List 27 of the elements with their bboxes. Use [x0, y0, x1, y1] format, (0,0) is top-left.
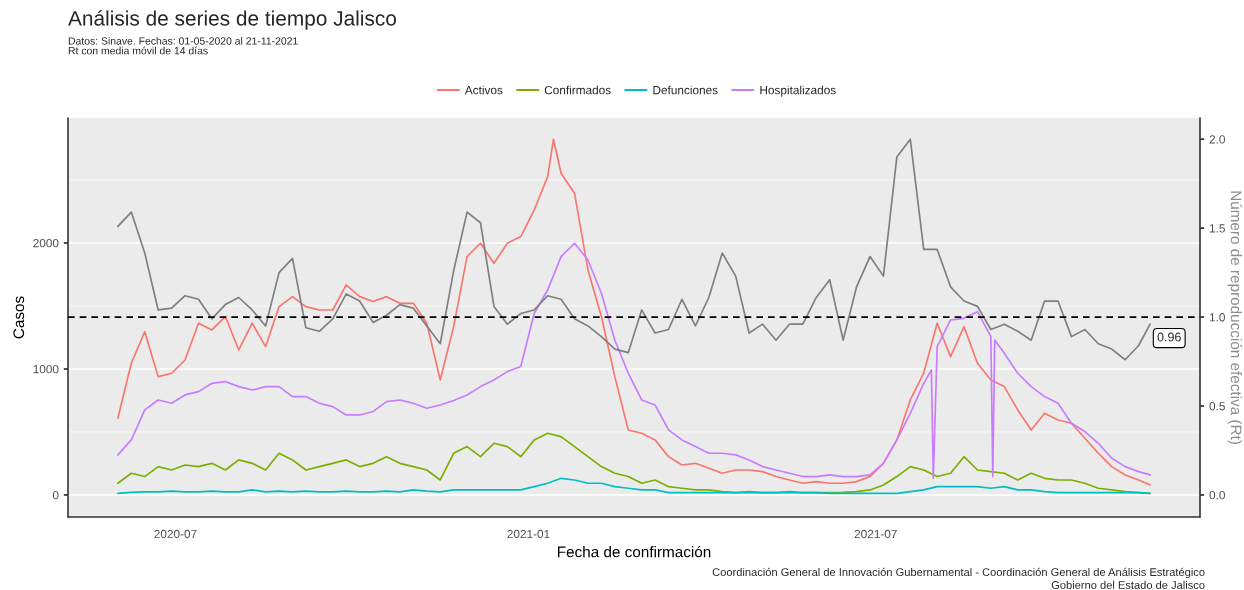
line-series — [117, 138, 1151, 486]
legend-label: Hospitalizados — [760, 85, 836, 97]
line-series — [117, 477, 1151, 495]
y2-tick-label: 2.0 — [1209, 135, 1225, 144]
text: Coordinación General de Innovación Gubernamental - Coordinación General de Análisis Estratégico — [712, 567, 1205, 579]
y2-tick-label: 1.5 — [1209, 224, 1225, 233]
x-axis-title: Fecha de confirmación — [557, 545, 711, 558]
legend-label: Activos — [464, 85, 503, 95]
x-tick-label: 2020-07 — [154, 529, 197, 539]
y2-tick-label: 0.0 — [1209, 490, 1225, 500]
chart-subtitle: Datos: Sinave. Fechas: 01-05-2020 al 21-11-2021 Rt con media móvil de 14 días — [68, 37, 298, 55]
y-axis-title: Casos — [13, 296, 25, 339]
x-tick-label: 2021-01 — [507, 529, 550, 539]
text: Gobierno del Estado de Jalisco — [1051, 580, 1205, 589]
x-tick-label: 2021-07 — [854, 529, 897, 539]
legend-label: Defunciones — [653, 85, 718, 95]
y2-tick-label: 1.0 — [1209, 313, 1225, 322]
data-label: 0.96 — [1157, 332, 1181, 342]
chart-title: Análisis de series de tiempo Jalisco — [68, 10, 396, 30]
line-series — [117, 242, 1151, 480]
y-tick-label: 1000 — [33, 365, 59, 374]
y2-tick-label: 0.5 — [1209, 402, 1225, 411]
y-tick-label: 0 — [52, 490, 59, 500]
y2-axis-title: Número de reproducción efectiva (Rt) — [1227, 191, 1243, 444]
legend-label: Confirmados — [544, 85, 611, 95]
y-tick-label: 2000 — [33, 239, 59, 248]
line-series — [117, 138, 1151, 361]
